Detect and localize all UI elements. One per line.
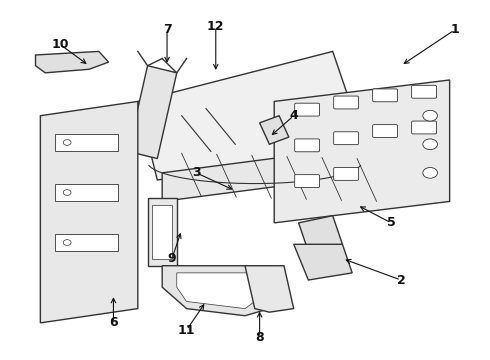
Polygon shape [138, 51, 367, 180]
Text: 6: 6 [109, 316, 118, 329]
Circle shape [63, 190, 71, 195]
Polygon shape [40, 102, 138, 323]
Polygon shape [152, 205, 172, 258]
Circle shape [63, 240, 71, 246]
Text: 8: 8 [255, 331, 264, 344]
FancyBboxPatch shape [373, 89, 397, 102]
Polygon shape [55, 134, 118, 152]
Text: 12: 12 [207, 20, 224, 33]
Polygon shape [274, 80, 450, 223]
Polygon shape [147, 198, 177, 266]
Polygon shape [260, 116, 289, 144]
Polygon shape [177, 273, 265, 309]
Text: 1: 1 [450, 23, 459, 36]
Polygon shape [128, 66, 177, 158]
Text: 5: 5 [387, 216, 395, 229]
Text: 7: 7 [163, 23, 172, 36]
Text: 10: 10 [51, 38, 69, 51]
Text: 4: 4 [290, 109, 298, 122]
Polygon shape [55, 184, 118, 202]
Circle shape [63, 140, 71, 145]
Polygon shape [245, 266, 294, 312]
Text: 3: 3 [192, 166, 200, 179]
Circle shape [423, 111, 438, 121]
Circle shape [423, 139, 438, 150]
Text: 11: 11 [178, 324, 196, 337]
FancyBboxPatch shape [412, 85, 437, 98]
FancyBboxPatch shape [294, 139, 319, 152]
Polygon shape [55, 234, 118, 251]
Text: 9: 9 [168, 252, 176, 265]
FancyBboxPatch shape [334, 96, 359, 109]
FancyBboxPatch shape [294, 175, 319, 188]
Polygon shape [35, 51, 109, 73]
Polygon shape [298, 216, 343, 251]
Polygon shape [162, 144, 381, 202]
FancyBboxPatch shape [334, 132, 359, 145]
Circle shape [423, 167, 438, 178]
FancyBboxPatch shape [412, 121, 437, 134]
Polygon shape [294, 244, 352, 280]
FancyBboxPatch shape [294, 103, 319, 116]
FancyBboxPatch shape [334, 167, 359, 180]
FancyBboxPatch shape [373, 125, 397, 138]
Text: 2: 2 [396, 274, 405, 287]
Polygon shape [162, 266, 284, 316]
